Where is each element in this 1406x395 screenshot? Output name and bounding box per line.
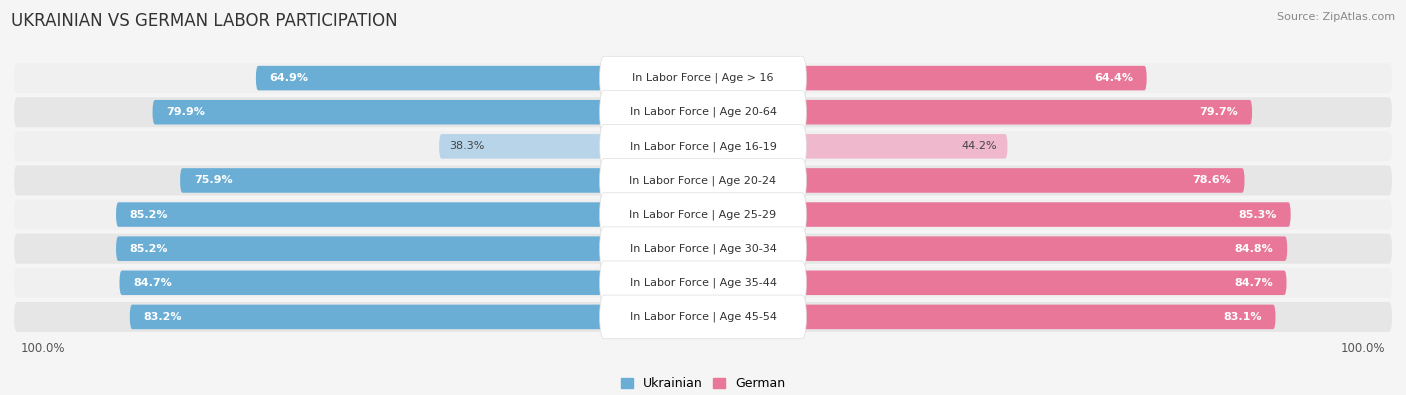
FancyBboxPatch shape <box>599 56 807 100</box>
FancyBboxPatch shape <box>117 236 703 261</box>
Text: 83.2%: 83.2% <box>143 312 183 322</box>
FancyBboxPatch shape <box>14 131 1392 161</box>
FancyBboxPatch shape <box>703 202 1291 227</box>
Text: 85.2%: 85.2% <box>129 244 169 254</box>
Text: In Labor Force | Age > 16: In Labor Force | Age > 16 <box>633 73 773 83</box>
Text: 85.3%: 85.3% <box>1239 210 1277 220</box>
FancyBboxPatch shape <box>120 271 703 295</box>
Text: UKRAINIAN VS GERMAN LABOR PARTICIPATION: UKRAINIAN VS GERMAN LABOR PARTICIPATION <box>11 12 398 30</box>
FancyBboxPatch shape <box>14 166 1392 196</box>
FancyBboxPatch shape <box>599 227 807 271</box>
FancyBboxPatch shape <box>703 236 1288 261</box>
Text: In Labor Force | Age 20-64: In Labor Force | Age 20-64 <box>630 107 776 117</box>
Text: 64.4%: 64.4% <box>1094 73 1133 83</box>
FancyBboxPatch shape <box>703 168 1244 193</box>
FancyBboxPatch shape <box>703 100 1253 124</box>
Text: 44.2%: 44.2% <box>962 141 997 151</box>
FancyBboxPatch shape <box>703 134 1008 159</box>
Text: 100.0%: 100.0% <box>1340 342 1385 356</box>
Text: 100.0%: 100.0% <box>21 342 66 356</box>
FancyBboxPatch shape <box>14 97 1392 127</box>
FancyBboxPatch shape <box>256 66 703 90</box>
Text: In Labor Force | Age 20-24: In Labor Force | Age 20-24 <box>630 175 776 186</box>
FancyBboxPatch shape <box>599 261 807 305</box>
FancyBboxPatch shape <box>599 124 807 168</box>
Text: 85.2%: 85.2% <box>129 210 169 220</box>
FancyBboxPatch shape <box>703 66 1147 90</box>
Text: In Labor Force | Age 35-44: In Labor Force | Age 35-44 <box>630 278 776 288</box>
FancyBboxPatch shape <box>14 302 1392 332</box>
FancyBboxPatch shape <box>14 234 1392 264</box>
Text: 83.1%: 83.1% <box>1223 312 1261 322</box>
Text: In Labor Force | Age 25-29: In Labor Force | Age 25-29 <box>630 209 776 220</box>
FancyBboxPatch shape <box>599 193 807 236</box>
FancyBboxPatch shape <box>180 168 703 193</box>
Text: In Labor Force | Age 16-19: In Labor Force | Age 16-19 <box>630 141 776 152</box>
Text: In Labor Force | Age 45-54: In Labor Force | Age 45-54 <box>630 312 776 322</box>
Text: 64.9%: 64.9% <box>270 73 309 83</box>
Text: 84.8%: 84.8% <box>1234 244 1274 254</box>
Text: 79.9%: 79.9% <box>166 107 205 117</box>
FancyBboxPatch shape <box>703 271 1286 295</box>
FancyBboxPatch shape <box>599 159 807 202</box>
FancyBboxPatch shape <box>129 305 703 329</box>
Legend: Ukrainian, German: Ukrainian, German <box>616 372 790 395</box>
FancyBboxPatch shape <box>152 100 703 124</box>
FancyBboxPatch shape <box>703 305 1275 329</box>
Text: Source: ZipAtlas.com: Source: ZipAtlas.com <box>1277 12 1395 22</box>
Text: 78.6%: 78.6% <box>1192 175 1230 185</box>
FancyBboxPatch shape <box>439 134 703 159</box>
FancyBboxPatch shape <box>599 90 807 134</box>
Text: 75.9%: 75.9% <box>194 175 232 185</box>
Text: 84.7%: 84.7% <box>134 278 172 288</box>
FancyBboxPatch shape <box>14 63 1392 93</box>
Text: 79.7%: 79.7% <box>1199 107 1239 117</box>
Text: In Labor Force | Age 30-34: In Labor Force | Age 30-34 <box>630 243 776 254</box>
FancyBboxPatch shape <box>14 199 1392 229</box>
FancyBboxPatch shape <box>599 295 807 339</box>
Text: 84.7%: 84.7% <box>1234 278 1272 288</box>
Text: 38.3%: 38.3% <box>450 141 485 151</box>
FancyBboxPatch shape <box>14 268 1392 298</box>
FancyBboxPatch shape <box>117 202 703 227</box>
